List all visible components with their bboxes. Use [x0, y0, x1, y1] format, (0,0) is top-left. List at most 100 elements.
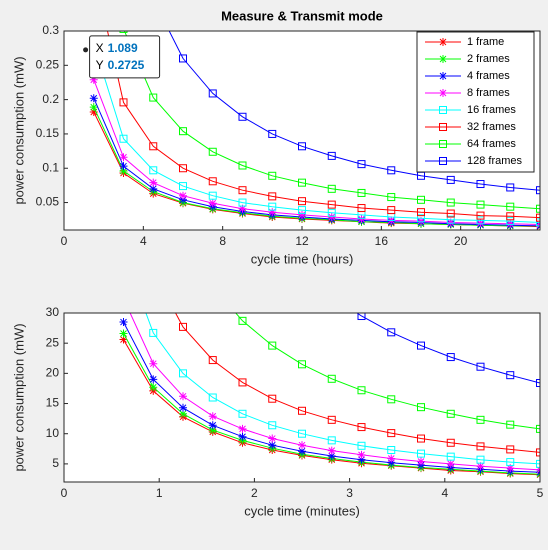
- marker: [327, 200, 336, 209]
- datatip-x-label: X: [96, 41, 104, 55]
- marker: [179, 409, 187, 418]
- marker: [387, 193, 396, 202]
- marker: [327, 452, 336, 461]
- marker: [417, 341, 425, 350]
- series-line: [93, 43, 540, 223]
- marker: [119, 153, 128, 162]
- legend-label: 16 frames: [467, 104, 516, 116]
- marker: [89, 107, 98, 116]
- chart-title: Measure & Transmit mode: [221, 8, 383, 23]
- marker: [446, 459, 455, 468]
- marker: [536, 448, 540, 457]
- marker: [119, 329, 128, 338]
- marker: [298, 447, 306, 456]
- marker: [327, 208, 336, 217]
- marker: [357, 204, 366, 213]
- marker: [506, 217, 515, 226]
- marker: [208, 412, 217, 421]
- legend-box: [416, 31, 535, 173]
- marker: [179, 127, 187, 136]
- marker: [238, 161, 247, 170]
- marker: [476, 462, 485, 471]
- marker: [387, 429, 396, 438]
- marker: [327, 184, 336, 193]
- marker: [238, 424, 247, 433]
- marker: [446, 452, 455, 461]
- marker: [89, 94, 98, 103]
- legend-marker: [439, 123, 447, 131]
- marker: [149, 359, 158, 368]
- marker: [179, 182, 187, 191]
- marker: [506, 445, 515, 454]
- marker: [476, 415, 485, 424]
- marker: [536, 424, 540, 433]
- marker: [387, 166, 396, 175]
- marker: [268, 421, 277, 430]
- marker: [446, 353, 455, 362]
- marker: [238, 378, 247, 387]
- marker: [327, 151, 336, 160]
- y-tick-label: 0.25: [36, 57, 60, 71]
- legend-label: 2 frames: [467, 53, 510, 65]
- y-tick-label: 0.2: [42, 92, 59, 106]
- marker: [446, 175, 455, 184]
- y-tick-label: 25: [46, 335, 60, 349]
- marker: [238, 409, 247, 418]
- marker: [536, 218, 540, 227]
- marker: [446, 198, 455, 207]
- marker: [238, 112, 247, 121]
- y-tick-label: 30: [46, 305, 60, 319]
- series-line: [168, 31, 540, 191]
- legend-label: 1 frame: [467, 36, 504, 48]
- marker: [327, 436, 336, 445]
- marker: [208, 421, 217, 430]
- legend-label: 64 frames: [467, 138, 516, 150]
- marker: [149, 93, 158, 102]
- marker: [268, 394, 277, 403]
- marker: [357, 160, 366, 169]
- y-tick-label: 0.3: [42, 23, 59, 37]
- marker: [357, 450, 366, 459]
- marker: [238, 316, 247, 325]
- x-axis-label: cycle time (minutes): [244, 503, 360, 518]
- marker: [179, 54, 187, 63]
- marker: [149, 383, 158, 392]
- datatip-box: [89, 35, 161, 79]
- marker: [119, 166, 128, 175]
- marker: [357, 215, 366, 224]
- y-axis-label: power consumption (mW): [11, 56, 26, 204]
- marker: [536, 379, 540, 388]
- marker: [536, 213, 540, 222]
- marker: [417, 217, 425, 226]
- marker: [387, 446, 396, 455]
- x-tick-label: 12: [295, 234, 309, 248]
- marker: [119, 318, 128, 327]
- marker: [476, 200, 485, 209]
- marker: [208, 89, 217, 98]
- marker: [476, 362, 485, 371]
- x-tick-label: 5: [537, 486, 544, 500]
- marker: [179, 322, 187, 331]
- marker: [417, 457, 425, 466]
- marker: [298, 360, 306, 369]
- marker: [387, 458, 396, 467]
- marker: [327, 415, 336, 424]
- marker: [476, 211, 485, 220]
- x-tick-label: 2: [251, 486, 258, 500]
- marker: [476, 180, 485, 189]
- marker: [238, 198, 247, 207]
- marker: [506, 183, 515, 192]
- x-tick-label: 20: [454, 234, 468, 248]
- y-tick-label: 0.15: [36, 126, 60, 140]
- marker: [149, 184, 158, 193]
- marker: [298, 441, 306, 450]
- marker: [179, 403, 187, 412]
- marker: [357, 441, 366, 450]
- marker: [417, 449, 425, 458]
- datatip-y: 0.2725: [108, 58, 145, 72]
- series-line: [106, 31, 540, 219]
- marker: [208, 191, 217, 200]
- y-tick-label: 10: [46, 426, 60, 440]
- plot-layer: [119, 313, 540, 479]
